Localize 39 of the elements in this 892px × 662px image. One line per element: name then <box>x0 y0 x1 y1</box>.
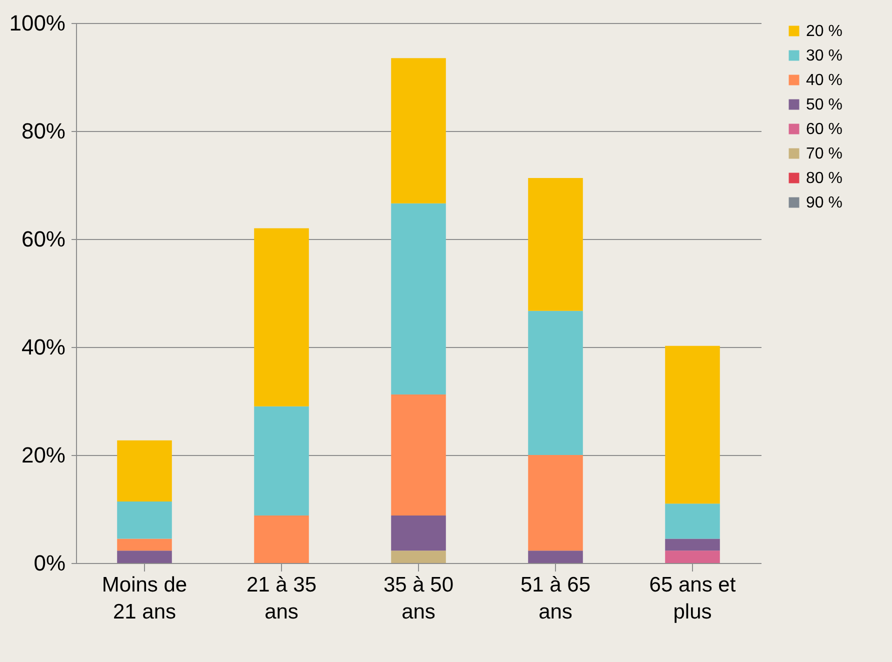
y-tick-label: 80% <box>21 118 66 144</box>
bar <box>254 515 309 563</box>
y-tick-label: 40% <box>21 334 66 360</box>
bar <box>665 346 720 504</box>
bar <box>117 501 172 539</box>
bar <box>117 440 172 502</box>
bar <box>665 504 720 539</box>
bar <box>665 550 720 563</box>
bar <box>117 550 172 563</box>
y-tick-label: 0% <box>34 550 66 576</box>
x-tick-label: Moins de 21 ans <box>102 574 188 624</box>
bar <box>391 394 446 516</box>
bar <box>254 406 309 516</box>
y-tick-label: 60% <box>21 226 66 252</box>
legend-label: 90 % <box>806 194 842 212</box>
legend-label: 40 % <box>806 72 842 89</box>
y-tick-label: 100% <box>9 10 66 36</box>
legend-label: 50 % <box>806 96 842 114</box>
legend-label: 20 % <box>806 23 842 40</box>
x-tick-label: 21 à 35 ans <box>246 574 317 624</box>
y-tick-label: 20% <box>21 442 66 468</box>
bar <box>528 550 583 563</box>
bar <box>391 203 446 395</box>
x-tick-label: 35 à 50 ans <box>383 574 454 624</box>
bar <box>528 455 583 551</box>
bar <box>254 228 309 406</box>
bar <box>117 538 172 551</box>
legend-label: 60 % <box>806 121 842 138</box>
bar <box>391 58 446 204</box>
bar <box>391 515 446 551</box>
x-tick-label: 51 à 65 ans <box>520 574 591 624</box>
legend-label: 30 % <box>806 48 842 64</box>
legend-label: 70 % <box>806 146 842 162</box>
bar <box>391 550 446 563</box>
bar <box>665 538 720 551</box>
bar <box>528 310 583 455</box>
legend-label: 80 % <box>806 170 842 187</box>
bar <box>528 178 583 311</box>
x-tick-label: 65 ans et plus <box>649 574 736 624</box>
